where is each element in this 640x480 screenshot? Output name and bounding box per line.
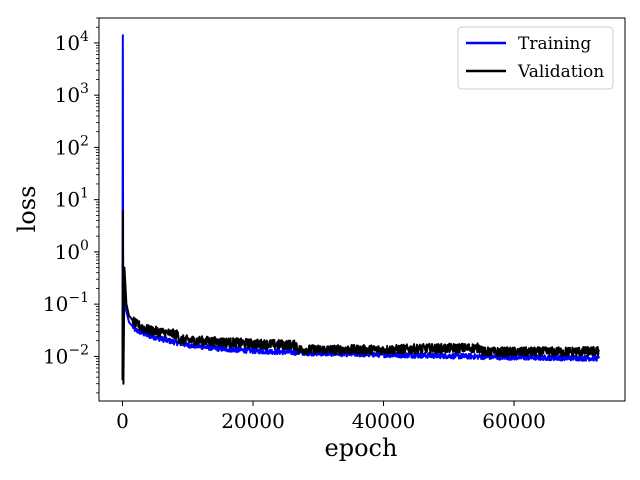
y-tick-label: 102: [55, 133, 89, 159]
x-tick-label: 0: [116, 409, 129, 433]
legend-label-validation: Validation: [517, 62, 604, 82]
y-tick-label: 10−2: [43, 342, 89, 368]
series-layer: [121, 34, 600, 385]
x-tick-label: 20000: [221, 409, 285, 433]
y-tick-label: 104: [55, 29, 89, 55]
legend-label-training: Training: [518, 34, 591, 54]
axes-frame: [98, 17, 626, 402]
y-tick-label: 10−1: [43, 290, 89, 316]
x-tick-label: 40000: [352, 409, 416, 433]
ticks-layer: 0 20000 40000 60000 10−2 10−1 100 101 102 103 104: [43, 17, 546, 433]
series-line-validation: [121, 210, 600, 385]
y-tick-label: 101: [55, 186, 89, 212]
y-axis-title: loss: [13, 186, 41, 233]
legend: Training Validation: [457, 26, 614, 90]
x-tick-label: 60000: [482, 409, 546, 433]
x-axis-title: epoch: [325, 434, 398, 462]
y-tick-label: 100: [55, 238, 89, 264]
y-tick-label: 103: [55, 81, 89, 107]
